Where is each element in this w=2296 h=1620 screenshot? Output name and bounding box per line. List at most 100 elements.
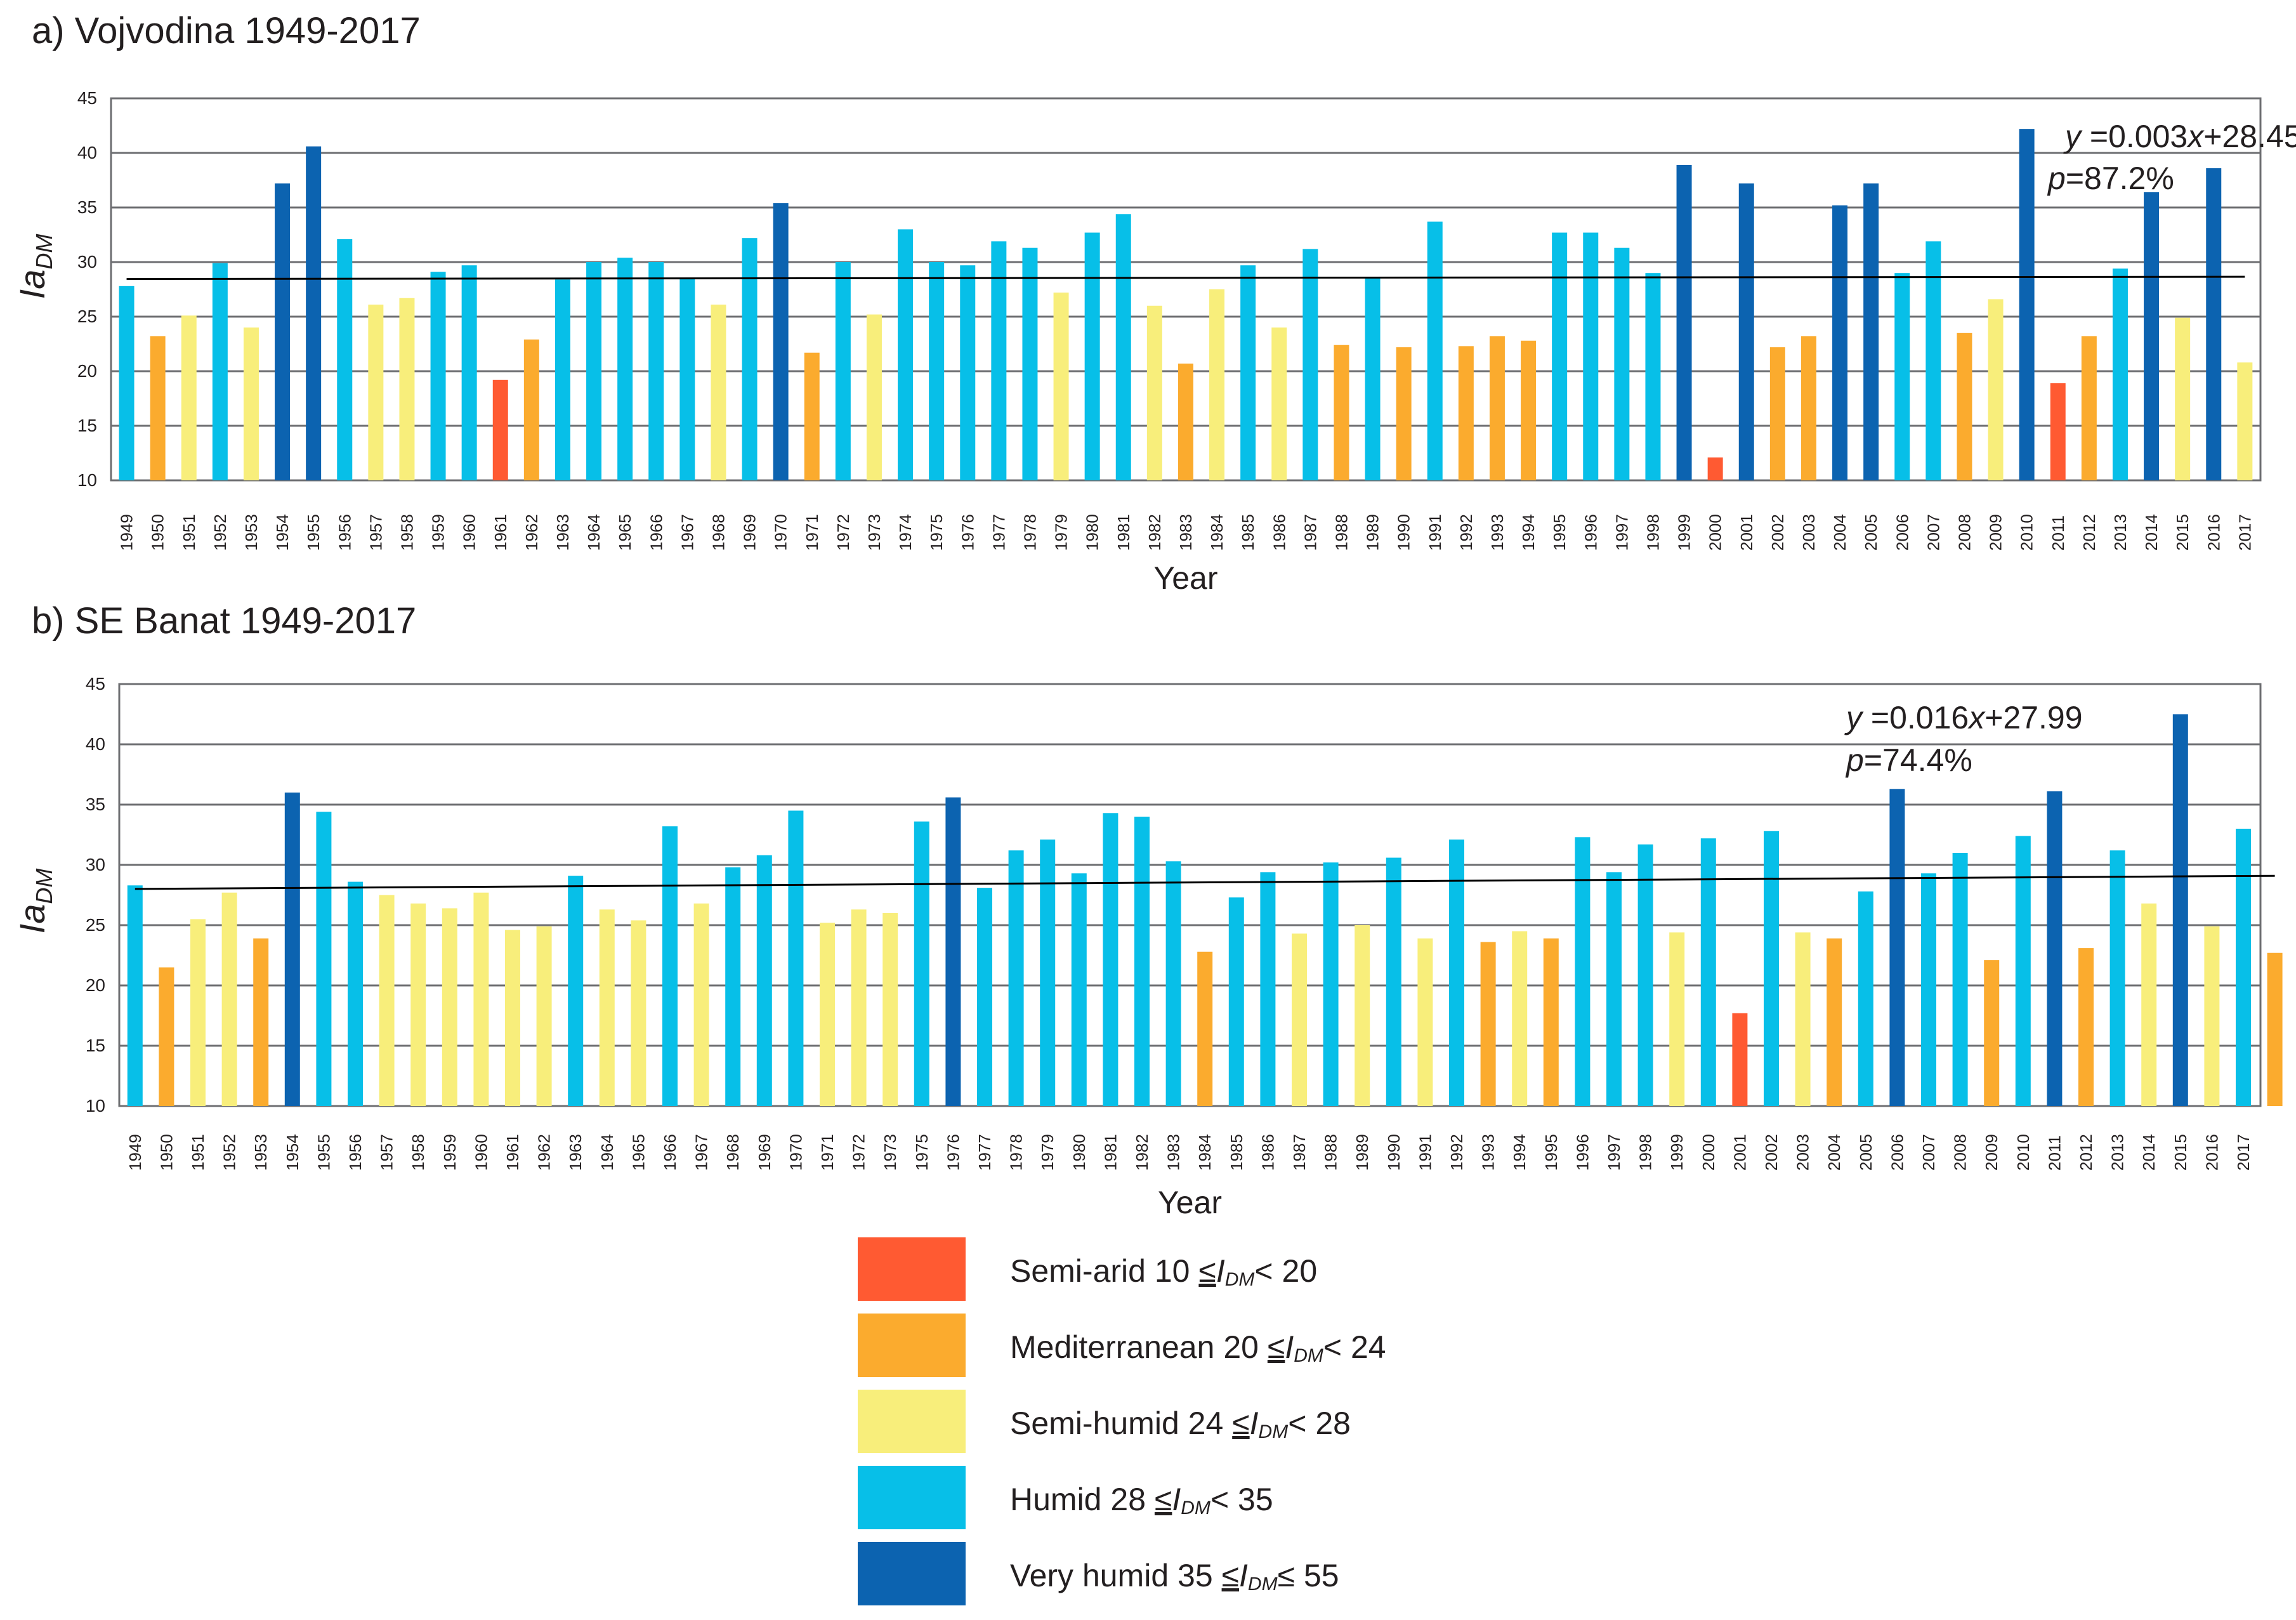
bar-1983 [1178, 363, 1193, 480]
legend-swatch-semi-humid [858, 1390, 966, 1453]
bar-1961 [492, 379, 508, 480]
bar-2007 [1921, 873, 1936, 1106]
x-tick-label-1953: 1953 [242, 514, 261, 551]
trend-equation-part: =0.016 [1862, 700, 1969, 735]
bar-1973 [882, 913, 898, 1106]
x-tick-label-2015: 2015 [2173, 514, 2192, 551]
x-tick-label-2011: 2011 [2045, 1135, 2064, 1171]
x-tick-label-1991: 1991 [1426, 514, 1445, 551]
chart-title-se-banat: b) SE Banat 1949-2017 [32, 600, 417, 642]
bar-1992 [1449, 840, 1464, 1106]
x-tick-label-1979: 1979 [1052, 514, 1071, 551]
y-axis-label: IaDM [12, 869, 57, 934]
bar-1966 [662, 826, 678, 1106]
trend-equation-part: +27.99 [1984, 700, 2082, 735]
x-tick-label-1997: 1997 [1612, 514, 1631, 551]
legend-item-semi-humid: Semi-humid 24 ≤IDM< 28 [858, 1390, 1492, 1453]
bar-2002 [1764, 831, 1779, 1106]
bar-2015 [2172, 714, 2188, 1106]
bar-1968 [711, 305, 726, 480]
bar-1962 [523, 339, 539, 480]
bar-1979 [1040, 840, 1056, 1106]
x-tick-label-1973: 1973 [865, 514, 884, 551]
x-tick-label-2013: 2013 [2111, 514, 2130, 551]
legend-item-very-humid: Very humid 35 ≤IDM≤ 55 [858, 1542, 1492, 1605]
bar-2009 [1988, 299, 2004, 480]
x-tick-label-2010: 2010 [2017, 514, 2037, 551]
legend-label-mediterranean: Mediterranean 20 ≤IDM< 24 [1010, 1329, 1386, 1366]
y-tick-label-30: 30 [86, 855, 105, 874]
x-tick-label-1955: 1955 [314, 1134, 333, 1171]
bar-1995 [1552, 232, 1568, 480]
x-tick-label-2000: 2000 [1706, 514, 1725, 551]
x-tick-label-1985: 1985 [1227, 1134, 1246, 1171]
x-tick-label-1949: 1949 [117, 514, 136, 551]
x-tick-label-1951: 1951 [180, 514, 199, 551]
bar-1970 [788, 810, 804, 1106]
bar-1972 [851, 909, 867, 1106]
bar-1998 [1637, 844, 1653, 1106]
bar-1975 [914, 821, 929, 1106]
x-tick-label-1987: 1987 [1290, 1134, 1309, 1171]
x-tick-label-1964: 1964 [584, 514, 603, 551]
y-tick-label-40: 40 [86, 734, 105, 754]
bar-1976 [945, 797, 961, 1106]
bar-1953 [243, 327, 259, 480]
x-tick-label-1992: 1992 [1447, 1134, 1466, 1171]
bar-1985 [1228, 897, 1244, 1106]
x-tick-label-1968: 1968 [709, 514, 728, 551]
x-tick-label-1992: 1992 [1457, 514, 1476, 551]
x-tick-label-1971: 1971 [818, 1134, 837, 1171]
bar-2003 [1801, 336, 1816, 480]
legend-swatch-very-humid [858, 1542, 966, 1605]
bar-1959 [430, 272, 446, 480]
x-tick-label-1995: 1995 [1550, 514, 1569, 551]
bar-1978 [1022, 247, 1038, 480]
trend-equation: y =0.016x+27.99 [1844, 700, 2083, 735]
bar-2014 [2144, 192, 2160, 480]
x-tick-label-1958: 1958 [397, 514, 416, 551]
x-tick-label-1966: 1966 [646, 514, 666, 551]
x-tick-label-1949: 1949 [126, 1134, 145, 1171]
bar-1990 [1386, 857, 1401, 1106]
bar-2001 [1738, 183, 1754, 480]
x-tick-label-1995: 1995 [1542, 1134, 1561, 1171]
bar-1992 [1458, 346, 1474, 480]
x-tick-label-1984: 1984 [1207, 514, 1226, 551]
x-tick-label-1950: 1950 [157, 1134, 176, 1171]
bar-1984 [1209, 289, 1225, 480]
bar-1960 [461, 265, 477, 480]
y-tick-label-45: 45 [77, 88, 97, 108]
bar-1961 [505, 930, 520, 1106]
x-tick-label-1953: 1953 [251, 1134, 270, 1171]
bar-1997 [1614, 247, 1630, 480]
bar-1993 [1480, 942, 1496, 1106]
bar-1988 [1334, 345, 1349, 480]
x-tick-label-1978: 1978 [1020, 514, 1039, 551]
bar-1985 [1240, 265, 1256, 480]
y-tick-label-25: 25 [86, 915, 105, 935]
legend-label-very-humid: Very humid 35 ≤IDM≤ 55 [1010, 1558, 1339, 1595]
bar-1950 [159, 967, 174, 1106]
x-tick-label-1970: 1970 [771, 514, 790, 551]
bar-2000 [1707, 457, 1723, 480]
bar-1957 [368, 305, 384, 480]
x-tick-label-1969: 1969 [755, 1134, 774, 1171]
x-tick-label-1996: 1996 [1581, 514, 1600, 551]
y-tick-label-30: 30 [77, 252, 97, 272]
chart-title-vojvodina: a) Vojvodina 1949-2017 [32, 10, 421, 51]
bar-1966 [648, 262, 664, 480]
bar-2008 [1952, 853, 1968, 1106]
bar-1964 [586, 262, 602, 480]
y-tick-label-35: 35 [86, 794, 105, 814]
x-tick-label-2008: 2008 [1951, 1134, 1970, 1171]
y-tick-label-25: 25 [77, 306, 97, 326]
y-tick-label-10: 10 [77, 470, 97, 490]
bar-1990 [1396, 347, 1412, 480]
x-tick-label-1969: 1969 [740, 514, 759, 551]
x-tick-label-1979: 1979 [1038, 1134, 1057, 1171]
x-tick-label-1987: 1987 [1301, 514, 1320, 551]
x-tick-label-2002: 2002 [1768, 514, 1787, 551]
x-tick-label-1990: 1990 [1384, 1134, 1403, 1171]
bar-1968 [725, 867, 741, 1106]
